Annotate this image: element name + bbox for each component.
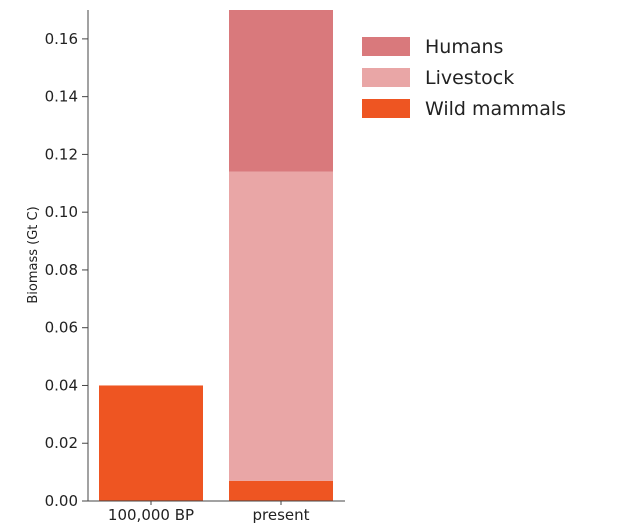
- bar-2-livestock: [229, 171, 333, 481]
- y-tick-label: 0.14: [45, 88, 78, 106]
- y-tick-label: 0.16: [45, 30, 78, 48]
- y-tick-label: 0.00: [45, 492, 78, 510]
- legend-label-wild-mammals: Wild mammals: [425, 98, 566, 120]
- legend-swatch-humans: [362, 37, 410, 56]
- y-tick-label: 0.06: [45, 319, 78, 337]
- y-tick-label: 0.02: [45, 434, 78, 452]
- y-ticks: 0.00 0.02 0.04 0.06 0.08 0.10 0.12 0.14 0.16: [45, 30, 88, 510]
- y-axis-title: Biomass (Gt C): [26, 206, 41, 303]
- legend-label-humans: Humans: [425, 36, 503, 58]
- bars-layer: [99, 10, 333, 501]
- y-tick-label: 0.08: [45, 261, 78, 279]
- legend: Humans Livestock Wild mammals: [362, 36, 566, 120]
- legend-label-livestock: Livestock: [425, 67, 514, 89]
- bar-2-humans: [229, 10, 333, 172]
- legend-swatch-wild-mammals: [362, 99, 410, 118]
- x-tick-label: present: [252, 506, 309, 524]
- x-ticks: 100,000 BP present: [108, 501, 310, 524]
- bar-1-wild-mammals: [99, 385, 203, 501]
- bar-2-wild-mammals: [229, 480, 333, 501]
- y-tick-label: 0.10: [45, 203, 78, 221]
- y-tick-label: 0.12: [45, 145, 78, 163]
- x-tick-label: 100,000 BP: [108, 506, 194, 524]
- legend-swatch-livestock: [362, 68, 410, 87]
- y-tick-label: 0.04: [45, 376, 78, 394]
